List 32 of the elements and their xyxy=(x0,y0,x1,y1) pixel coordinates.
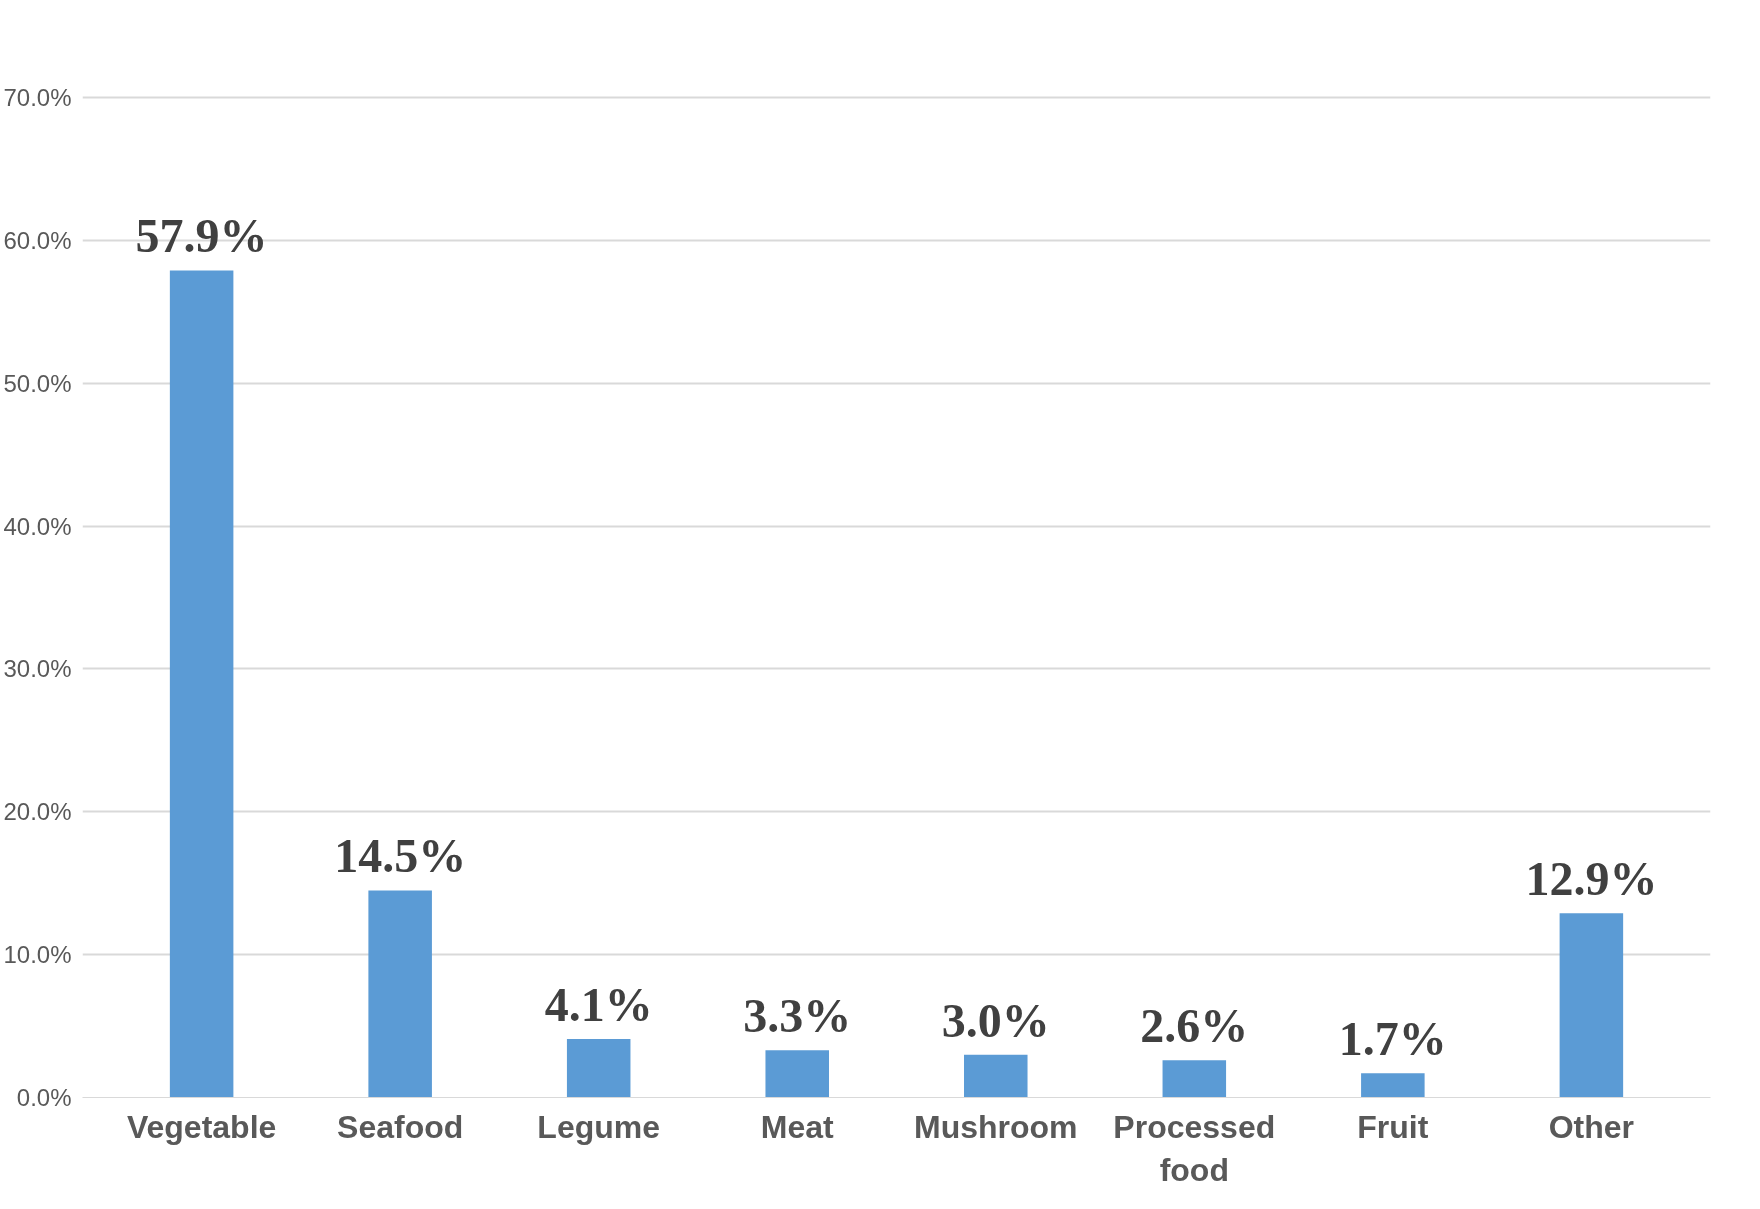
x-tick-label: Legume xyxy=(537,1108,661,1145)
y-tick-label: 40.0% xyxy=(3,512,72,540)
x-tick-label: Other xyxy=(1548,1108,1635,1145)
bar xyxy=(1559,913,1624,1098)
bar xyxy=(368,890,432,1098)
data-label: 2.6% xyxy=(1140,999,1249,1053)
y-tick-label: 10.0% xyxy=(3,941,72,969)
data-label: 12.9% xyxy=(1525,852,1658,906)
x-tick-label: Seafood xyxy=(337,1108,464,1145)
data-label: 14.5% xyxy=(334,829,467,883)
data-label: 3.3% xyxy=(743,989,852,1043)
bar xyxy=(1162,1060,1227,1098)
y-tick-label: 70.0% xyxy=(3,84,72,112)
x-tick-label: Fruit xyxy=(1357,1108,1429,1145)
x-tick-label: Processed food xyxy=(1113,1108,1276,1188)
y-tick-label: 20.0% xyxy=(3,798,72,826)
x-tick-label: Meat xyxy=(760,1108,835,1145)
data-label: 1.7% xyxy=(1338,1012,1447,1066)
data-label: 3.0% xyxy=(941,993,1050,1047)
x-tick-label: Vegetable xyxy=(126,1108,277,1145)
data-label: 57.9% xyxy=(135,209,268,263)
y-tick-label: 30.0% xyxy=(3,655,72,683)
bar xyxy=(765,1050,829,1098)
data-label: 4.1% xyxy=(544,977,653,1031)
bar xyxy=(964,1054,1028,1098)
bar xyxy=(169,270,234,1098)
y-tick-label: 60.0% xyxy=(3,226,72,254)
bar xyxy=(1361,1073,1425,1098)
y-tick-label: 0.0% xyxy=(16,1084,72,1111)
bar xyxy=(566,1038,631,1098)
y-tick-label: 50.0% xyxy=(3,369,72,397)
x-tick-label: Mushroom xyxy=(913,1108,1078,1145)
